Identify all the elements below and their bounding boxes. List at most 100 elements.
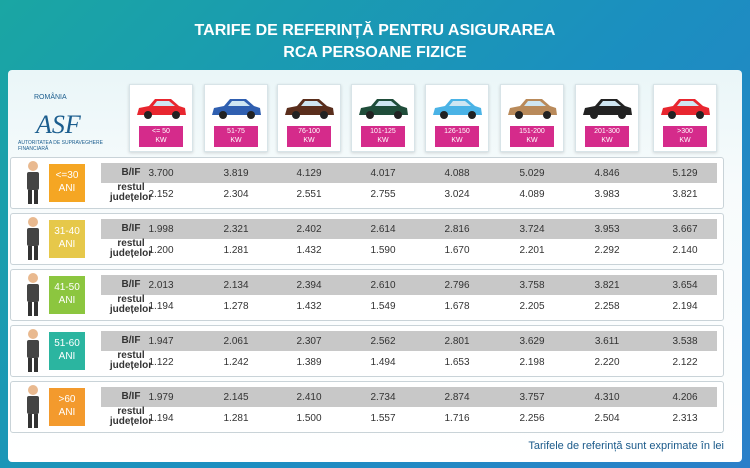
row-label: B/IF	[121, 391, 141, 402]
tariff: 2.198	[519, 357, 545, 368]
tariff: 3.821	[594, 280, 620, 291]
tariff: 3.983	[594, 189, 620, 200]
tariff: 3.654	[672, 280, 698, 291]
tariff: 2.313	[672, 413, 698, 424]
tariff: 3.629	[519, 336, 545, 347]
person-icon	[27, 329, 39, 372]
car-icon	[285, 99, 334, 119]
tariff: 1.494	[370, 357, 396, 368]
tariff: 2.394	[296, 280, 322, 291]
power-range: 151-200	[519, 128, 545, 135]
row-label: restul județelor	[109, 294, 153, 315]
age-range: >60	[58, 394, 76, 405]
tariff: 4.310	[594, 392, 620, 403]
car-card: 151-200 KW	[500, 84, 564, 152]
power-unit: KW	[679, 137, 691, 144]
tariff: 5.129	[672, 168, 698, 179]
tariff: 4.846	[594, 168, 620, 179]
tariff: 2.402	[296, 224, 322, 235]
tariff: 2.614	[370, 224, 396, 235]
tariff: 2.504	[594, 413, 620, 424]
tariff: 3.667	[672, 224, 698, 235]
tariff: 1.590	[370, 245, 396, 256]
tariff: 2.796	[444, 280, 470, 291]
age-range: 41-50	[54, 282, 80, 293]
power-unit: KW	[601, 137, 613, 144]
tariff: 3.758	[519, 280, 545, 291]
row-label: B/IF	[121, 335, 141, 346]
tariff: 1.653	[444, 357, 470, 368]
tariff: 1.979	[148, 392, 174, 403]
power-label: 101-125 KW	[361, 126, 405, 147]
power-range: 51-75	[227, 128, 245, 135]
person-icon	[27, 273, 39, 316]
power-range: 76-100	[298, 128, 320, 135]
age-group: <=30 ANI B/IF restul județelor 3.700 3.819 4.1…	[10, 157, 724, 209]
tariff: 1.716	[444, 413, 470, 424]
tariff: 2.734	[370, 392, 396, 403]
tariff: 2.256	[519, 413, 545, 424]
age-unit: ANI	[58, 183, 76, 194]
tariff: 3.819	[223, 168, 249, 179]
tariff: 3.024	[444, 189, 470, 200]
car-icon	[508, 99, 557, 119]
tariff: 1.432	[296, 301, 322, 312]
row-label: restul județelor	[109, 350, 153, 371]
power-range: <= 50	[152, 128, 170, 135]
tariff: 1.281	[223, 413, 249, 424]
tariff: 1.432	[296, 245, 322, 256]
row-label: restul județelor	[109, 406, 153, 427]
power-unit: KW	[526, 137, 538, 144]
bif-bar	[101, 163, 717, 183]
tariff: 1.200	[148, 245, 174, 256]
tariff: 1.549	[370, 301, 396, 312]
tariff: 1.278	[223, 301, 249, 312]
power-range: 201-300	[594, 128, 620, 135]
person-icon	[27, 161, 39, 204]
tariff: 1.670	[444, 245, 470, 256]
age-unit: ANI	[58, 239, 76, 250]
person-icon	[27, 217, 39, 260]
tariff: 1.194	[148, 413, 174, 424]
tariff: 1.389	[296, 357, 322, 368]
tariff: 1.678	[444, 301, 470, 312]
tariff: 2.140	[672, 245, 698, 256]
tariff: 3.757	[519, 392, 545, 403]
car-card: 201-300 KW	[575, 84, 639, 152]
row-label: B/IF	[121, 279, 141, 290]
logo-acronym: ASF	[36, 110, 81, 139]
car-icon	[359, 99, 408, 119]
tariff: 2.013	[148, 280, 174, 291]
tariff: 1.998	[148, 224, 174, 235]
age-group: 41-50 ANI B/IF restul județelor 2.013 2.134 2.…	[10, 269, 724, 321]
tariff: 2.152	[148, 189, 174, 200]
tariff: 3.724	[519, 224, 545, 235]
row-label: restul județelor	[109, 182, 153, 203]
bif-bar	[101, 331, 717, 351]
power-label: >300 KW	[663, 126, 707, 147]
age-unit: ANI	[58, 351, 76, 362]
tariff: 2.145	[223, 392, 249, 403]
power-unit: KW	[230, 137, 242, 144]
tariff: 2.205	[519, 301, 545, 312]
power-range: 101-125	[370, 128, 396, 135]
age-unit: ANI	[58, 407, 76, 418]
age-label: 41-50 ANI	[49, 276, 85, 314]
age-group: 51-60 ANI B/IF restul județelor 1.947 2.061 2.…	[10, 325, 724, 377]
car-card: 76-100 KW	[277, 84, 341, 152]
tariff: 1.242	[223, 357, 249, 368]
row-label: B/IF	[121, 167, 141, 178]
tariff: 1.947	[148, 336, 174, 347]
car-icon	[212, 99, 261, 119]
car-card: 51-75 KW	[204, 84, 268, 152]
age-group: >60 ANI B/IF restul județelor 1.979 2.145 2.41…	[10, 381, 724, 433]
age-label: 51-60 ANI	[49, 332, 85, 370]
tariff: 2.562	[370, 336, 396, 347]
tariff: 2.874	[444, 392, 470, 403]
car-card: <= 50 KW	[129, 84, 193, 152]
logo-name: AUTORITATEA DE SUPRAVEGHERE FINANCIARĂ	[18, 140, 103, 152]
tariff: 2.755	[370, 189, 396, 200]
tariff: 5.029	[519, 168, 545, 179]
age-label: 31-40 ANI	[49, 220, 85, 258]
